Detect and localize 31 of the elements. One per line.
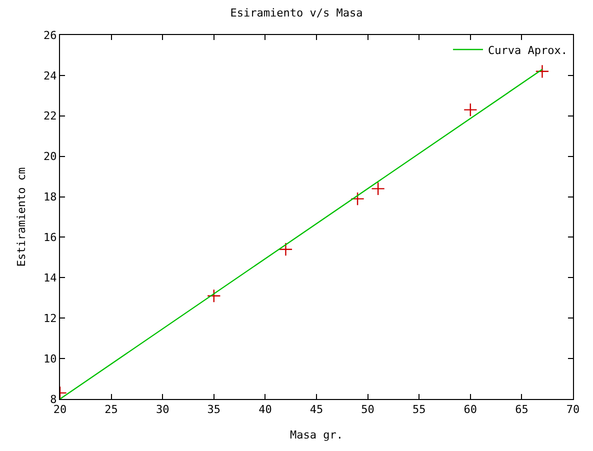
x-tick-label: 20 xyxy=(53,403,67,416)
y-tick-label: 22 xyxy=(44,110,57,123)
x-tick-label: 50 xyxy=(361,403,374,416)
x-tick-label: 30 xyxy=(156,403,170,416)
x-tick-label: 65 xyxy=(515,403,528,416)
y-tick-label: 20 xyxy=(44,150,57,164)
point xyxy=(350,192,364,206)
point xyxy=(535,64,550,78)
y-tick-label: 8 xyxy=(50,392,57,406)
y-tick-label: 26 xyxy=(44,28,57,42)
y-tick-label: 16 xyxy=(44,231,57,244)
x-tick-label: 40 xyxy=(258,403,272,416)
x-tick-label: 35 xyxy=(207,403,221,416)
x-tick-label: 45 xyxy=(310,403,324,416)
x-tick-label: 55 xyxy=(412,403,426,416)
y-tick-label: 12 xyxy=(44,312,57,325)
point xyxy=(278,242,293,256)
y-axis-title: Estiramiento cm xyxy=(15,166,28,267)
point xyxy=(464,102,478,117)
x-tick-label: 25 xyxy=(104,403,118,416)
x-tick-label: 70 xyxy=(566,403,580,416)
point xyxy=(371,182,385,196)
x-axis-title: Masa gr. xyxy=(290,428,343,442)
y-tick-label: 14 xyxy=(44,272,58,285)
y-tick-label: 18 xyxy=(44,190,57,204)
y-tick-label: 24 xyxy=(44,69,58,82)
y-tick-label: 10 xyxy=(44,352,57,366)
point xyxy=(207,288,221,303)
x-tick-label: 60 xyxy=(464,403,478,416)
chart-title: Esiramiento v/s Masa xyxy=(230,6,363,20)
legend-label: Curva Aprox. xyxy=(488,44,568,57)
